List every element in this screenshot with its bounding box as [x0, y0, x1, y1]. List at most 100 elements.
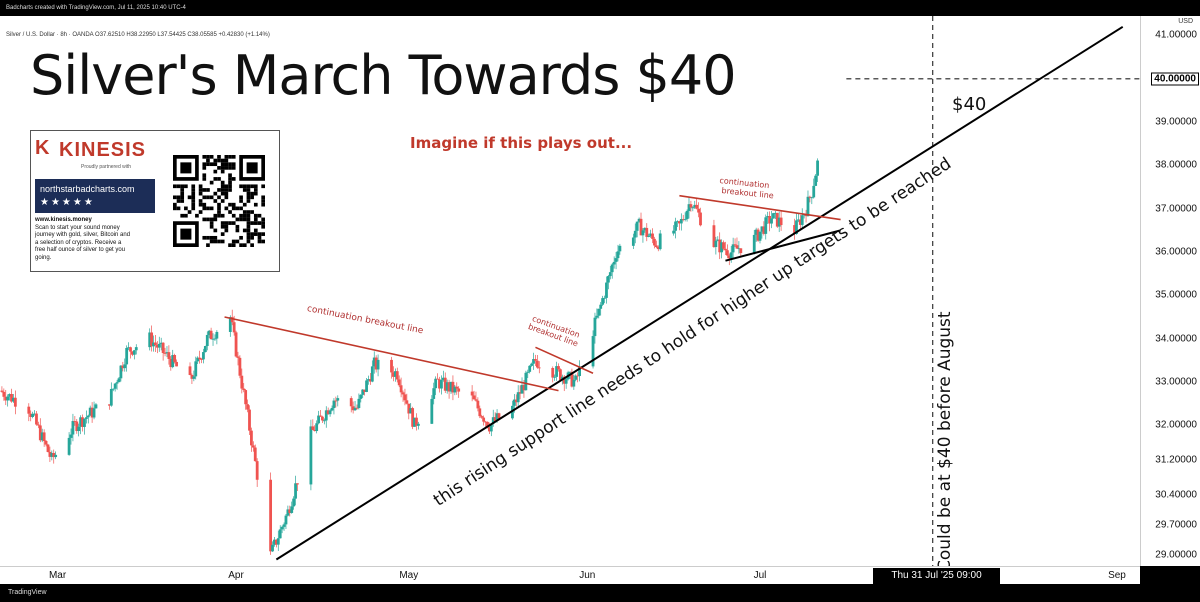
candle-body [641, 230, 645, 236]
candle-body [288, 509, 292, 513]
candle-body [4, 396, 8, 401]
candle-body [207, 330, 211, 335]
candle-body [434, 378, 438, 389]
candle-body [29, 413, 33, 417]
kinesis-ad-card[interactable]: K KINESIS Proudly partnered with northst… [30, 130, 280, 272]
candle-body [27, 406, 31, 414]
candle-body [772, 213, 775, 219]
vertical-annotation: Could be at $40 before August [935, 311, 955, 572]
candle-body [796, 219, 800, 221]
candle-body [395, 371, 399, 380]
y-tick-label: 31.20000 [1155, 454, 1197, 466]
candle-body [651, 233, 654, 239]
continuation-breakout-2 [535, 346, 594, 375]
candle-body [495, 413, 499, 421]
price-axis[interactable]: USD 29.00000 29.70000 30.40000 31.20000 32.0… [1140, 16, 1200, 566]
candle-body [714, 240, 718, 248]
candle-body [251, 445, 255, 448]
candle-body [493, 417, 497, 421]
candle-body [712, 225, 716, 248]
candle-body [610, 264, 614, 273]
candle-body [449, 381, 453, 392]
candle-body [476, 400, 480, 409]
candle-body [631, 237, 635, 246]
candle-body [13, 397, 17, 407]
candle-body [324, 410, 328, 421]
candle-body [75, 421, 79, 432]
candle-body [69, 434, 73, 438]
candle-body [681, 218, 685, 220]
candle-body [472, 395, 476, 400]
candle-body [601, 298, 605, 305]
candle-body [159, 342, 163, 344]
plot-area[interactable]: Silver / U.S. Dollar · 8h · OANDA O37.62… [0, 16, 1140, 572]
candle-body [687, 204, 691, 211]
crosshair-time-label: Thu 31 Jul '25 09:00 [873, 568, 1000, 584]
ad-text: www.kinesis.money Scan to start your sou… [35, 217, 157, 262]
candle-body [33, 413, 36, 415]
candle-body [127, 347, 130, 349]
candle-body [576, 375, 580, 377]
candle-body [330, 408, 334, 411]
candle-body [113, 383, 117, 389]
footer-bar: TradingView [0, 584, 1200, 602]
candle-body [50, 452, 54, 457]
candle-body [84, 417, 88, 419]
ad-url[interactable]: www.kinesis.money [35, 217, 92, 223]
candle-body [211, 338, 215, 340]
candle-body [643, 227, 647, 231]
candle-body [334, 400, 338, 402]
candle-body [81, 417, 84, 427]
candle-body [294, 483, 297, 499]
candle-body [405, 400, 409, 404]
candle-body [397, 379, 401, 386]
candle-body [764, 217, 768, 234]
candle-body [470, 391, 474, 396]
candle-body [593, 317, 597, 337]
candle-body [309, 426, 313, 485]
candle-body [595, 315, 599, 318]
candle-body [67, 437, 71, 455]
candle-body [447, 382, 451, 392]
candle-body [572, 379, 576, 387]
time-axis[interactable]: Thu 31 Jul '25 09:00 Mar Apr May Jun Jul Sep [0, 566, 1140, 585]
candle-body [553, 376, 557, 378]
qr-code-icon[interactable] [173, 155, 265, 247]
candle-body [653, 238, 656, 246]
candle-body [800, 215, 804, 225]
candle-body [514, 399, 518, 403]
candle-body [616, 251, 620, 259]
candle-body [798, 219, 802, 225]
candle-body [720, 242, 724, 253]
candle-body [390, 359, 393, 373]
candle-body [374, 357, 378, 370]
candle-body [40, 432, 44, 441]
candle-body [724, 248, 727, 251]
candle-body [599, 304, 603, 309]
candle-body [77, 426, 81, 432]
candle-body [735, 245, 739, 249]
candle-body [637, 218, 641, 222]
candle-body [44, 441, 48, 445]
candle-body [313, 429, 317, 432]
candle-body [278, 529, 282, 539]
candle-body [250, 430, 253, 446]
candle-body [255, 461, 259, 480]
candle-body [215, 331, 219, 339]
y-tick-label: 41.00000 [1155, 29, 1197, 41]
ad-banner[interactable]: northstarbadcharts.com ★★★★★ [35, 179, 155, 213]
ad-site[interactable]: northstarbadcharts.com [40, 184, 135, 194]
candle-body [591, 336, 595, 367]
candle-body [532, 359, 535, 364]
candle-body [315, 423, 319, 432]
candle-body [269, 479, 273, 552]
candle-body [311, 426, 315, 430]
candle-body [451, 381, 455, 393]
candle-body [779, 217, 783, 226]
candle-body [213, 338, 217, 340]
candle-body [332, 400, 336, 409]
candle-body [152, 342, 155, 347]
candle-body [351, 406, 355, 411]
candle-body [528, 365, 532, 372]
rising-support [275, 25, 1124, 561]
